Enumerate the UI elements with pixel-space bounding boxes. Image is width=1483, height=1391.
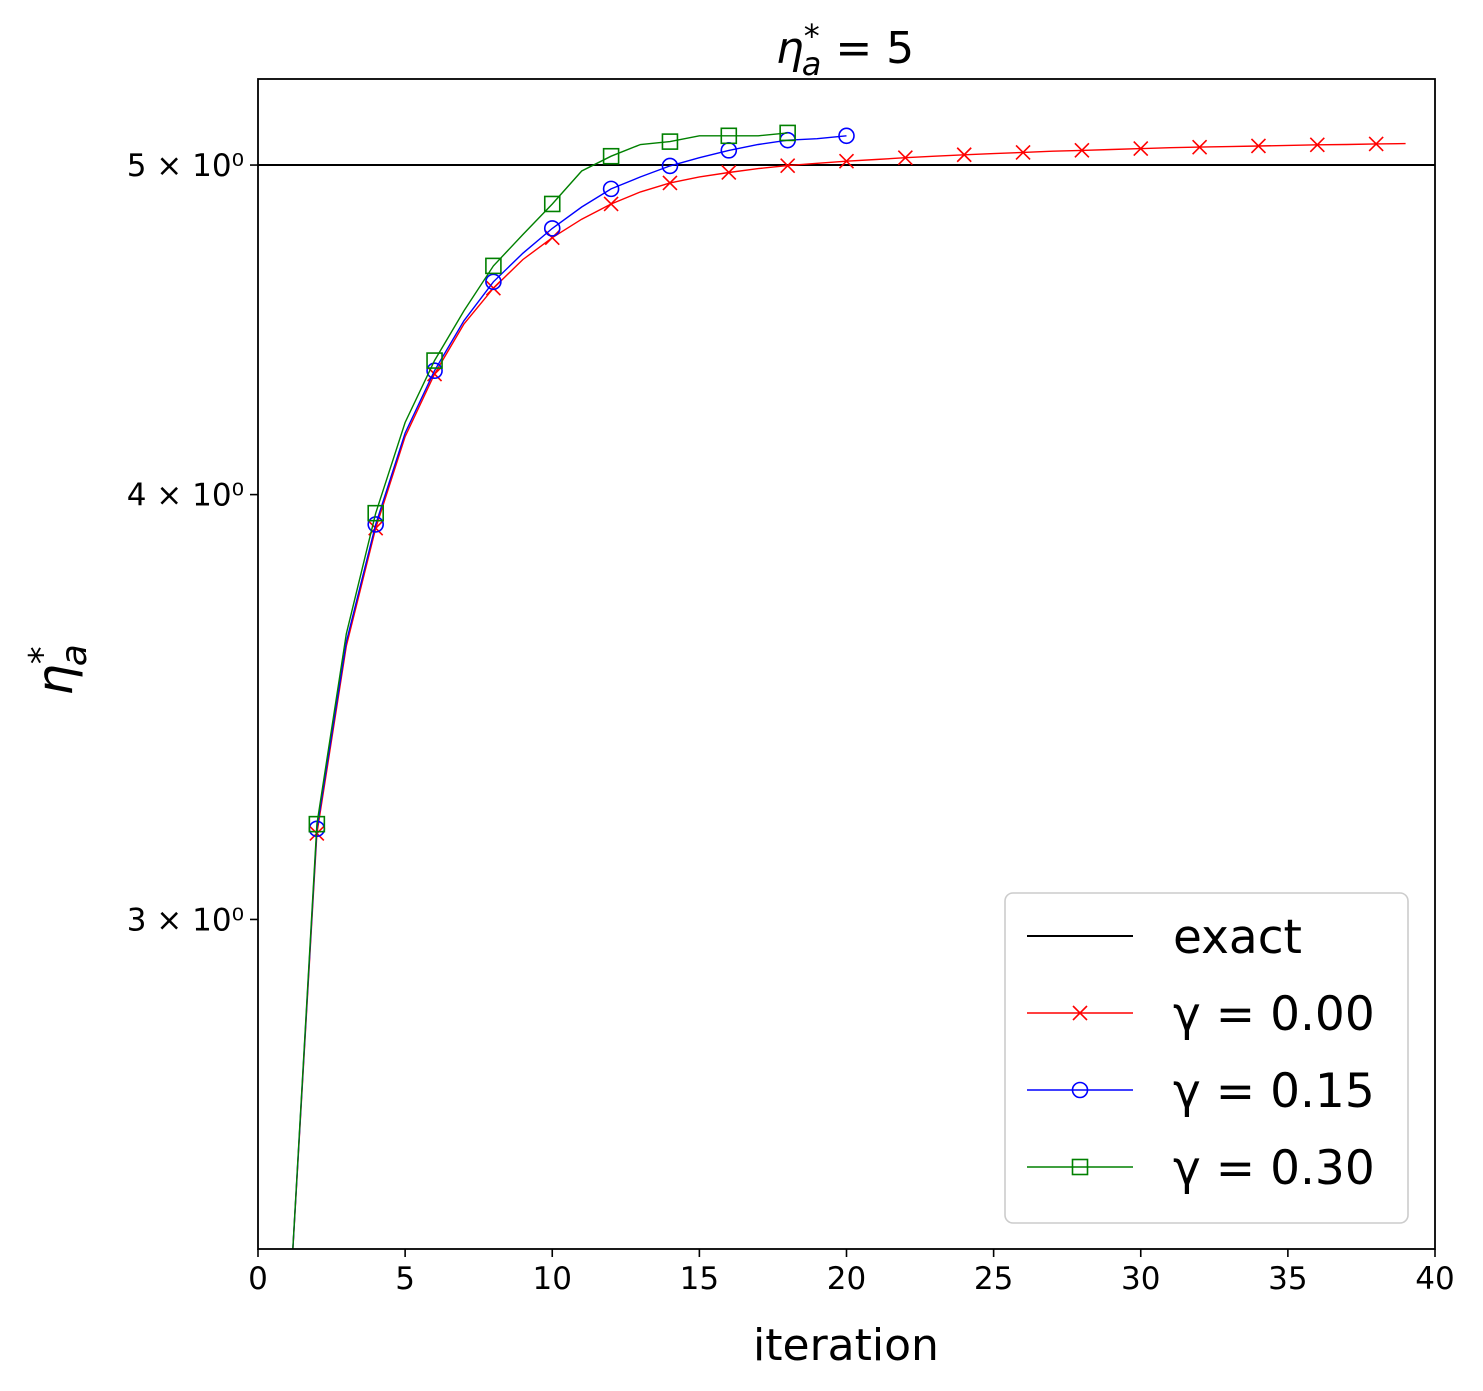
series-2-marker xyxy=(602,180,620,198)
y-axis-label: η*a xyxy=(22,644,95,696)
y-tick-label: 5 × 10⁰ xyxy=(127,148,244,184)
series-1-marker xyxy=(1368,136,1384,152)
series-1-marker xyxy=(721,164,737,181)
chart-title: η* a = 5 xyxy=(776,17,914,83)
y-axis-label-symbol: η xyxy=(26,664,84,696)
legend: exact γ = 0.00 γ = 0.15 γ = 0.30 xyxy=(1004,892,1409,1224)
series-3-marker xyxy=(485,257,502,275)
legend-label: γ = 0.30 xyxy=(1173,1141,1375,1196)
series-3-line xyxy=(292,132,788,1249)
legend-entry: γ = 0.00 xyxy=(1027,987,1375,1042)
x-tick-label: 0 xyxy=(248,1261,268,1297)
y-axis-label-sup: * xyxy=(22,646,63,664)
x-axis-label: iteration xyxy=(753,1320,939,1371)
legend-label: γ = 0.00 xyxy=(1173,987,1375,1042)
series-2-marker xyxy=(661,157,679,175)
series-2-marker xyxy=(485,273,502,291)
x-tick-label: 10 xyxy=(533,1261,572,1297)
series-3-marker xyxy=(543,195,561,213)
series-1-marker xyxy=(956,147,972,163)
y-axis-label-sub: a xyxy=(54,644,95,666)
y-tick-label: 3 × 10⁰ xyxy=(127,902,244,938)
legend-box xyxy=(1004,892,1409,1224)
series-1-line xyxy=(292,142,1406,1249)
x-tick-label: 40 xyxy=(1415,1261,1454,1297)
series-1-marker xyxy=(1074,142,1090,158)
series-group xyxy=(258,124,1435,1249)
legend-entry: exact xyxy=(1027,910,1302,965)
y-tick-label: 4 × 10⁰ xyxy=(127,478,244,514)
series-1-marker xyxy=(485,280,501,296)
series-2-marker xyxy=(367,516,385,533)
x-tick-label: 30 xyxy=(1121,1261,1160,1297)
series-2-marker xyxy=(543,220,561,237)
series-3-marker xyxy=(367,504,385,522)
legend-label: γ = 0.15 xyxy=(1173,1064,1375,1119)
legend-marker xyxy=(1071,1081,1089,1099)
series-1-marker xyxy=(1015,144,1031,160)
series-3-marker xyxy=(308,815,326,833)
x-tick-label: 15 xyxy=(680,1261,719,1297)
chart-title-rest: = 5 xyxy=(821,23,914,74)
series-2-marker xyxy=(426,362,443,380)
x-tick-label: 25 xyxy=(974,1261,1013,1297)
series-1-marker xyxy=(1250,138,1267,154)
chart-title-sup: * xyxy=(804,17,820,55)
legend-marker xyxy=(1072,1005,1088,1021)
series-1-marker xyxy=(1309,137,1325,153)
series-1-marker xyxy=(1192,139,1208,155)
x-tick-label: 20 xyxy=(827,1261,866,1297)
legend-entry: γ = 0.15 xyxy=(1027,1064,1375,1119)
x-tick-label: 35 xyxy=(1268,1261,1307,1297)
x-tick-label: 5 xyxy=(395,1261,415,1297)
legend-marker xyxy=(1071,1158,1089,1176)
series-3-marker xyxy=(426,352,443,369)
legend-entry: γ = 0.30 xyxy=(1027,1141,1375,1196)
series-1-marker xyxy=(897,150,913,166)
legend-label: exact xyxy=(1173,910,1302,965)
series-2-marker xyxy=(838,127,855,145)
chart-title-sub: a xyxy=(802,45,822,83)
series-3-marker xyxy=(661,133,679,150)
series-1-marker xyxy=(662,175,678,191)
series-1-marker xyxy=(838,153,855,169)
x-axis: 0 5 10 15 20 25 30 35 40 xyxy=(248,1249,1455,1297)
series-3-marker xyxy=(602,147,620,165)
y-axis: 3 × 10⁰ 4 × 10⁰ 5 × 10⁰ xyxy=(127,148,258,938)
series-1-marker xyxy=(1133,141,1149,157)
series-3-marker xyxy=(720,127,738,145)
series-3-marker xyxy=(779,124,796,142)
series-2-line xyxy=(292,135,847,1249)
series-1-marker xyxy=(603,196,619,212)
chart-title-symbol: η xyxy=(776,23,804,74)
series-1-marker xyxy=(780,158,796,174)
